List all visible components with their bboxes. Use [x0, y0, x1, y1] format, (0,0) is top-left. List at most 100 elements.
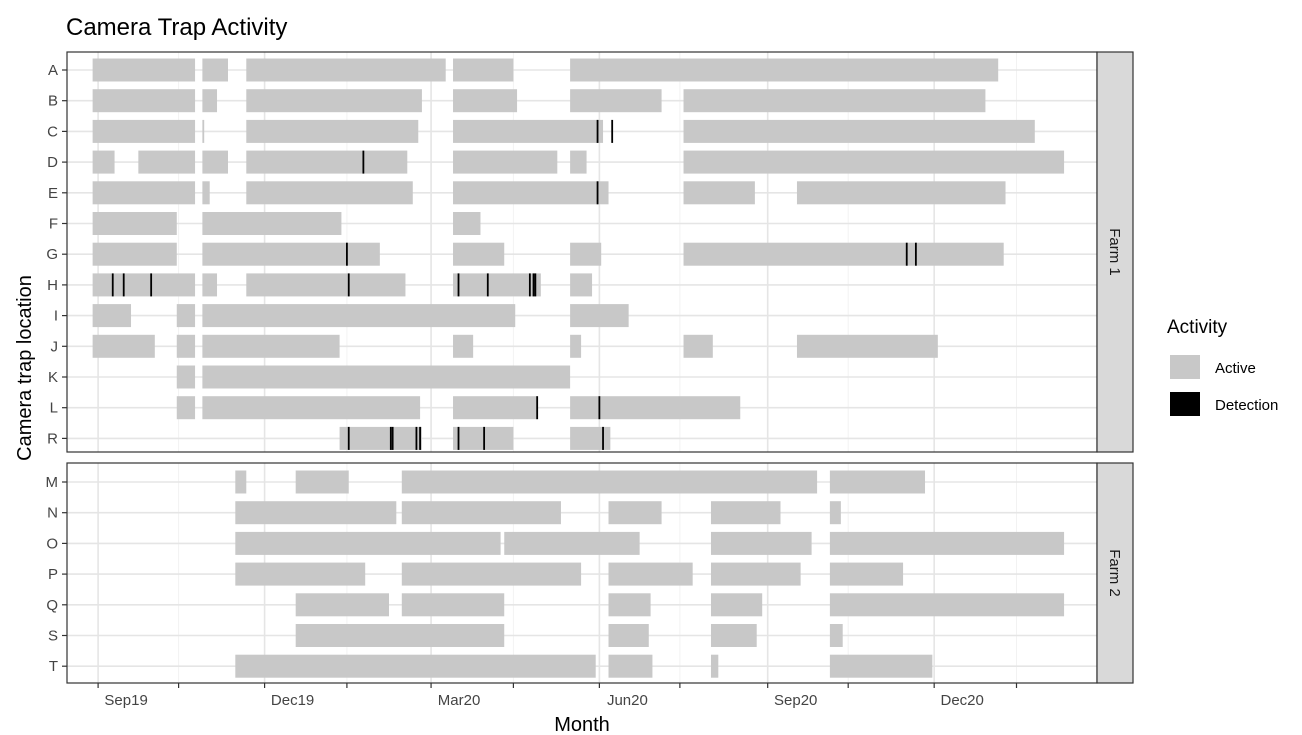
detection-mark: [486, 273, 489, 297]
y-tick-label: L: [50, 400, 58, 417]
active-bar: [453, 396, 538, 420]
facet-strip-label: Farm 2: [1106, 549, 1123, 597]
active-bar: [796, 334, 938, 358]
y-tick-label: C: [47, 123, 58, 140]
active-bar: [401, 501, 561, 525]
active-bar: [453, 150, 558, 174]
detection-mark: [596, 181, 599, 205]
active-bar: [570, 273, 593, 297]
active-bar: [453, 334, 474, 358]
active-bar: [202, 304, 516, 328]
active-bar: [176, 365, 196, 389]
active-bar: [235, 501, 397, 525]
active-bar: [295, 470, 349, 494]
detection-mark: [534, 273, 537, 297]
detection-mark: [389, 426, 392, 450]
active-bar: [202, 396, 421, 420]
active-bar: [453, 119, 604, 143]
active-bar: [829, 501, 841, 525]
active-bar: [683, 119, 1035, 143]
active-bar: [829, 593, 1065, 617]
active-bar: [829, 531, 1065, 555]
active-bar: [608, 593, 651, 617]
active-bar: [92, 273, 196, 297]
active-bar: [683, 181, 755, 205]
active-bar: [339, 426, 422, 450]
active-bar: [176, 334, 196, 358]
active-bar: [829, 624, 843, 647]
active-bar: [453, 242, 505, 266]
detection-mark: [611, 119, 614, 143]
y-tick-label: N: [47, 505, 58, 522]
active-bar: [570, 242, 602, 266]
facet-strip: [1096, 462, 1134, 684]
x-tick-label: Dec20: [940, 692, 983, 709]
active-bar: [176, 396, 196, 420]
active-bar: [202, 150, 228, 174]
active-bar: [92, 181, 196, 205]
x-axis: Sep19 Dec19 Mar20 Jun20 Sep20 Dec20: [97, 683, 1018, 709]
active-bar: [608, 501, 662, 525]
active-bar: [202, 273, 218, 297]
x-tick-label: Sep20: [774, 692, 817, 709]
active-bar: [453, 181, 609, 205]
active-bar: [829, 562, 904, 586]
active-bar: [570, 334, 582, 358]
detection-mark: [346, 242, 348, 266]
active-bar: [504, 531, 640, 555]
active-bar: [570, 89, 662, 113]
y-tick-label: H: [47, 277, 58, 294]
active-bar: [453, 426, 514, 450]
detection-mark: [598, 396, 601, 420]
active-bar: [710, 624, 757, 647]
active-bar: [570, 304, 629, 328]
detection-mark: [602, 426, 604, 450]
active-bar: [608, 562, 693, 586]
x-tick-label: Jun20: [607, 692, 648, 709]
facet-strip: [1096, 51, 1134, 453]
active-bar: [92, 150, 115, 174]
detection-mark: [532, 273, 535, 297]
active-bar: [453, 58, 514, 82]
active-bar: [710, 654, 719, 678]
active-bar: [92, 334, 155, 358]
active-bar: [202, 119, 205, 143]
active-bar: [92, 89, 196, 113]
active-bar: [92, 212, 177, 235]
detection-mark: [362, 150, 365, 174]
chart-title: Camera Trap Activity: [66, 14, 287, 41]
active-bar: [202, 58, 228, 82]
detection-mark: [415, 426, 418, 450]
active-bar: [92, 119, 196, 143]
y-tick-label: F: [49, 216, 58, 233]
legend-key-detection: [1170, 392, 1200, 416]
active-bar: [246, 273, 406, 297]
active-bar: [683, 242, 1004, 266]
active-bar: [453, 89, 518, 113]
active-bar: [202, 89, 218, 113]
active-bar: [683, 150, 1065, 174]
active-bar: [246, 119, 419, 143]
active-bar: [453, 212, 481, 235]
active-bar: [235, 654, 596, 678]
y-tick-label: P: [48, 566, 58, 583]
y-tick-label: Q: [46, 597, 58, 614]
active-bar: [683, 334, 713, 358]
detection-mark: [111, 273, 114, 297]
legend: Activity Active Detection: [1167, 317, 1278, 416]
active-bar: [235, 470, 247, 494]
active-bar: [401, 593, 505, 617]
active-bar: [246, 58, 446, 82]
active-bar: [570, 150, 587, 174]
active-bar: [829, 470, 926, 494]
y-tick-label: T: [49, 658, 58, 675]
active-bar: [608, 624, 649, 647]
y-tick-label: K: [48, 369, 58, 386]
legend-title: Activity: [1167, 317, 1228, 338]
detection-mark: [528, 273, 531, 297]
detection-mark: [905, 242, 908, 266]
x-tick-label: Sep19: [104, 692, 147, 709]
active-bar: [710, 562, 801, 586]
legend-label-detection: Detection: [1215, 397, 1278, 414]
